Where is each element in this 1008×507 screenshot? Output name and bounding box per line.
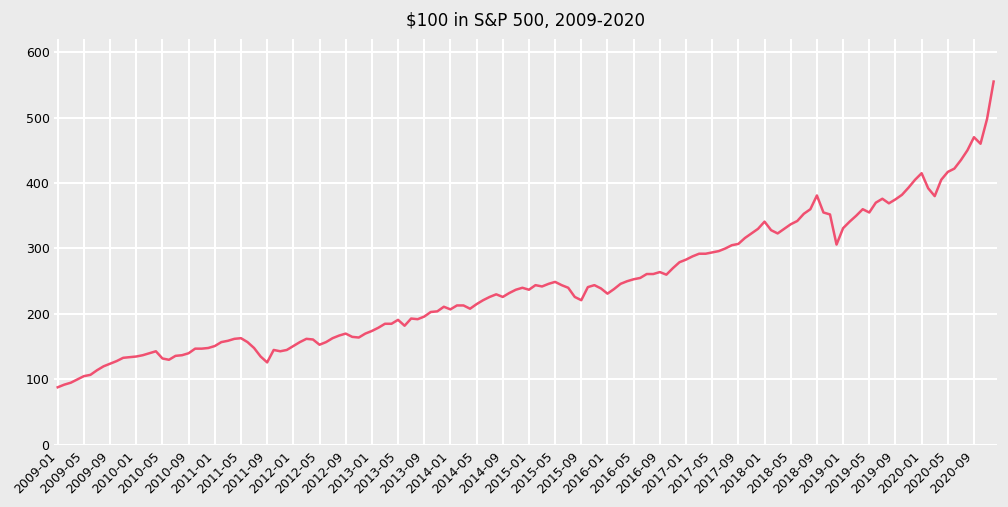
Title: $100 in S&P 500, 2009-2020: $100 in S&P 500, 2009-2020 [406, 11, 645, 29]
